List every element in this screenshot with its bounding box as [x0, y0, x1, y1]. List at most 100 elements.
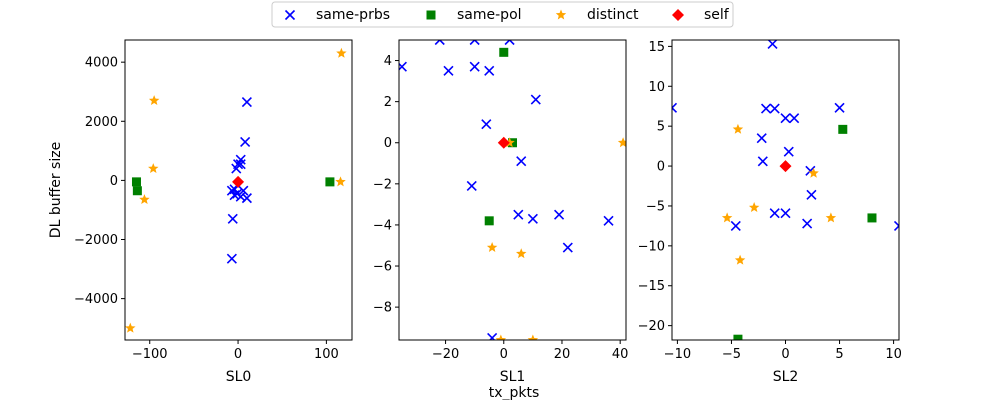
- legend-label-same-pol: same-pol: [457, 7, 522, 23]
- point-distinct: [336, 47, 347, 58]
- point-same-prbs: [780, 208, 791, 219]
- legend-marker-self: [672, 9, 684, 21]
- x-tick-label: 10: [885, 347, 902, 362]
- point-same-prbs: [806, 189, 817, 200]
- point-same-prbs: [513, 209, 524, 220]
- y-tick-label: 10: [648, 80, 665, 95]
- point-same-prbs: [227, 213, 238, 224]
- point-same-pol: [484, 216, 494, 226]
- point-distinct: [734, 254, 746, 265]
- point-self: [232, 175, 245, 188]
- point-same-prbs: [481, 119, 492, 130]
- points-SL2: [672, 40, 899, 340]
- y-axis-label: DL buffer size: [48, 142, 64, 238]
- y-tick-label: 4000: [85, 56, 118, 71]
- point-distinct: [125, 322, 136, 333]
- point-distinct: [139, 194, 150, 205]
- point-same-pol: [838, 124, 848, 134]
- y-tick-label: −8: [373, 301, 392, 316]
- x-tick-label: 100: [314, 347, 339, 362]
- point-distinct: [527, 334, 539, 340]
- legend-marker-same-prbs: [284, 9, 296, 21]
- point-same-prbs: [893, 220, 899, 231]
- point-same-pol: [131, 177, 141, 187]
- y-tick-label: 0: [384, 136, 392, 151]
- point-distinct: [732, 123, 744, 134]
- point-same-prbs: [229, 190, 240, 201]
- y-tick-label: 2: [384, 95, 392, 110]
- points-SL1: [399, 40, 626, 340]
- point-distinct: [335, 176, 346, 187]
- point-same-prbs: [399, 61, 407, 72]
- point-same-prbs: [226, 253, 237, 264]
- subplot-SL0: −100 0 100 −4000 −2000 0 2000 4000 SL0 DL buffer …: [48, 39, 353, 385]
- legend-item-self: self: [672, 7, 730, 23]
- point-distinct: [495, 334, 507, 340]
- x-tick-label: 20: [554, 347, 571, 362]
- point-same-prbs: [757, 156, 768, 167]
- y-tick-label: −20: [638, 319, 665, 334]
- point-same-prbs: [756, 133, 767, 144]
- axes-frame: [398, 39, 627, 341]
- point-same-prbs: [241, 97, 252, 108]
- legend-frame: [271, 1, 734, 28]
- axes-frame: [124, 39, 353, 341]
- axes-frame: [671, 39, 900, 341]
- legend-item-same-pol: same-pol: [426, 7, 522, 23]
- point-same-prbs: [780, 113, 791, 124]
- point-distinct: [504, 137, 515, 148]
- x-tick-label: −20: [432, 347, 459, 362]
- legend-label-same-prbs: same-prbs: [316, 7, 390, 23]
- legend-item-distinct: distinct: [555, 7, 639, 23]
- point-same-prbs: [562, 242, 573, 253]
- y-tick-label: −2000: [74, 233, 118, 248]
- point-same-pol: [132, 186, 142, 196]
- point-same-prbs: [767, 40, 778, 50]
- point-same-prbs: [238, 185, 249, 196]
- point-same-pol: [325, 177, 335, 187]
- point-distinct: [486, 242, 498, 252]
- legend-marker-same-pol: [426, 10, 436, 20]
- point-same-prbs: [240, 136, 251, 148]
- point-same-prbs: [434, 40, 445, 46]
- point-distinct: [825, 212, 837, 223]
- x-tick-label: −100: [132, 347, 168, 362]
- points-SL0: [125, 47, 347, 333]
- legend-marker-distinct: [555, 9, 567, 20]
- x-tick-label: 0: [234, 347, 242, 362]
- y-tick-label: 0: [657, 160, 665, 175]
- subplot-SL2: −10 −5 0 5 10 −20 −15 −10 −5 0 5 10 15 SL2: [638, 39, 902, 385]
- x-tick-label: 40: [612, 347, 629, 362]
- y-tick-label: −10: [638, 239, 665, 254]
- point-same-prbs: [469, 61, 480, 72]
- point-distinct: [617, 137, 626, 148]
- point-same-prbs: [769, 208, 780, 219]
- point-self: [497, 136, 510, 149]
- point-same-prbs: [466, 180, 477, 191]
- y-tick-label: −5: [646, 199, 665, 214]
- point-same-prbs: [530, 94, 541, 105]
- point-same-pol: [499, 47, 509, 57]
- point-same-prbs: [516, 156, 527, 167]
- point-same-prbs: [789, 113, 800, 124]
- x-tick-label: 0: [500, 347, 508, 362]
- point-same-pol: [867, 213, 877, 223]
- legend-label-distinct: distinct: [587, 7, 639, 23]
- y-tick-label: −4000: [74, 292, 118, 307]
- point-same-prbs: [783, 146, 794, 157]
- y-tick-label: 0: [110, 174, 118, 189]
- x-tick-label: 5: [835, 347, 843, 362]
- point-same-prbs: [241, 193, 252, 204]
- x-tick-label: 0: [781, 347, 789, 362]
- legend-item-same-prbs: same-prbs: [284, 7, 390, 23]
- y-tick-label: −15: [638, 279, 665, 294]
- point-same-prbs: [469, 40, 480, 46]
- y-tick-label: −4: [373, 218, 392, 233]
- legend-label-self: self: [704, 7, 730, 23]
- point-self: [779, 160, 792, 173]
- figure-x-label: tx_pkts: [489, 385, 540, 400]
- subplot-x-label: SL2: [773, 369, 799, 385]
- point-same-pol: [733, 334, 743, 340]
- point-same-prbs: [769, 103, 780, 114]
